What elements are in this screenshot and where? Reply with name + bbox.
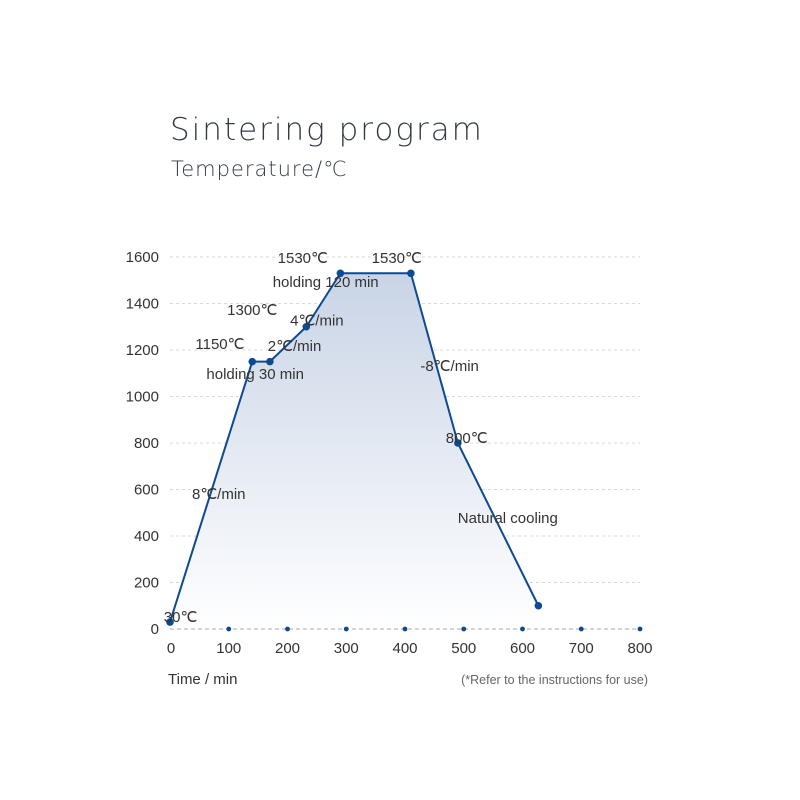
data-point bbox=[266, 357, 274, 366]
y-tick-label: 1000 bbox=[126, 389, 159, 406]
x-tick-dot bbox=[343, 626, 349, 632]
data-points bbox=[166, 269, 543, 626]
annotations: 30℃ 8℃/min 1150℃ holding 30 min 2℃/min 1300℃ 4… bbox=[164, 250, 558, 626]
y-tick-label: 400 bbox=[134, 528, 159, 545]
annotation-label: 4℃/min bbox=[290, 313, 344, 330]
axes: 0 200 400 600 800 1000 1200 1400 1600 0 100 200 300 4… bbox=[126, 249, 653, 657]
chart-title: Sintering program bbox=[170, 112, 484, 148]
y-tick-label: 0 bbox=[151, 621, 159, 638]
x-tick-label: 800 bbox=[627, 640, 652, 657]
data-point bbox=[454, 439, 462, 447]
data-point bbox=[407, 269, 415, 278]
x-tick-label: 500 bbox=[451, 640, 476, 657]
data-point bbox=[302, 322, 311, 331]
footnote: (*Refer to the instructions for use) bbox=[461, 673, 648, 687]
x-tick-dot bbox=[402, 626, 408, 632]
x-tick-label: 300 bbox=[334, 640, 359, 657]
data-point bbox=[248, 357, 257, 366]
annotation-label: 1530℃ bbox=[372, 250, 422, 267]
annotation-label: 8℃/min bbox=[192, 486, 246, 503]
annotation-label: 1150℃ bbox=[195, 336, 244, 353]
annotation-label: -8℃/min bbox=[420, 358, 479, 375]
annotation-label: 30℃ bbox=[164, 609, 198, 626]
area-fill bbox=[170, 273, 539, 629]
x-tick-dot bbox=[578, 626, 584, 632]
x-tick-label: 700 bbox=[569, 640, 594, 657]
x-tick-dot bbox=[520, 626, 525, 632]
annotation-label: 2℃/min bbox=[268, 338, 322, 355]
x-tick-dot bbox=[461, 626, 467, 632]
y-tick-label: 200 bbox=[134, 575, 159, 592]
annotation-label: 1300℃ bbox=[227, 302, 277, 319]
y-tick-label: 800 bbox=[134, 435, 159, 452]
x-tick-label: 0 bbox=[167, 640, 175, 657]
y-tick-label: 1400 bbox=[126, 296, 159, 313]
data-point bbox=[166, 618, 174, 626]
data-point bbox=[534, 601, 543, 610]
y-tick-label: 600 bbox=[134, 482, 159, 499]
data-point bbox=[336, 269, 345, 278]
x-axis-label: Time / min bbox=[168, 671, 237, 688]
y-tick-label: 1200 bbox=[126, 342, 159, 359]
annotation-label: 800℃ bbox=[446, 430, 488, 447]
y-tick-label: 1600 bbox=[126, 249, 159, 266]
x-tick-label: 200 bbox=[275, 640, 300, 657]
annotation-label: holding 30 min bbox=[206, 366, 304, 383]
y-axis-label: Temperature/℃ bbox=[171, 157, 348, 181]
annotation-label: 1530℃ bbox=[278, 250, 328, 267]
x-tick-label: 600 bbox=[510, 640, 535, 657]
area-shape bbox=[170, 273, 539, 629]
x-tick-dot bbox=[285, 626, 290, 632]
x-tick-dot bbox=[226, 626, 232, 632]
x-tick-dot bbox=[637, 626, 643, 632]
x-tick-label: 400 bbox=[392, 640, 417, 657]
x-tick-label: 100 bbox=[216, 640, 241, 657]
annotation-label: holding 120 min bbox=[273, 274, 379, 291]
annotation-label: Natural cooling bbox=[458, 510, 558, 527]
